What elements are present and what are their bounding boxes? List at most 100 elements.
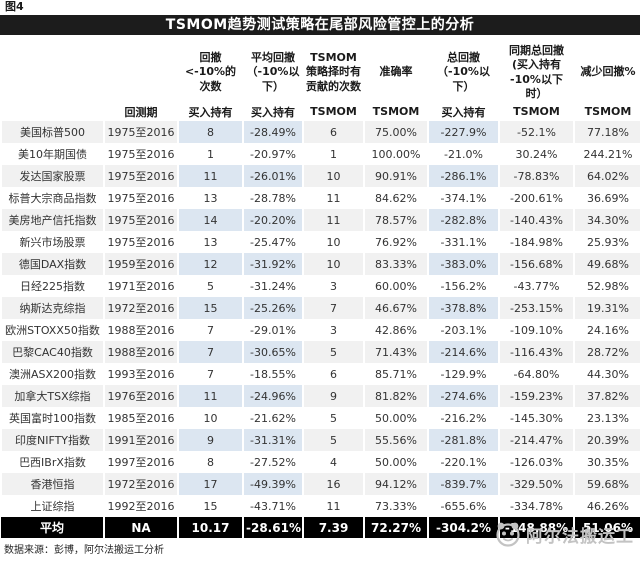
- average-cell-6: -304.2%: [427, 517, 499, 539]
- value-cell: -30.65%: [242, 341, 303, 364]
- value-cell: -655.6%: [427, 495, 499, 518]
- value-cell: 1: [177, 143, 243, 166]
- table-row: 日经225指数 1971至2016 5 -31.24% 3 60.00% -156.2% -4…: [0, 275, 640, 298]
- panda-logo-icon: [495, 521, 521, 547]
- value-cell: -331.1%: [427, 231, 499, 254]
- value-cell: 50.00%: [363, 407, 428, 430]
- asset-name-cell: 美国标普500: [0, 121, 104, 144]
- asset-name-cell: 巴西IBrX指数: [0, 451, 104, 474]
- value-cell: -383.0%: [427, 253, 499, 276]
- value-cell: 1971至2016: [103, 275, 178, 298]
- value-cell: 1975至2016: [103, 165, 178, 188]
- watermark: 阿尔法搬运工: [495, 521, 634, 547]
- value-cell: 1988至2016: [103, 319, 178, 342]
- value-cell: 49.68%: [573, 253, 640, 276]
- value-cell: 1972至2016: [103, 473, 178, 496]
- page-title: TSMOM趋势测试策略在尾部风险管控上的分析: [0, 15, 640, 35]
- asset-name-cell: 澳洲ASX200指数: [0, 363, 104, 386]
- data-source-note: 数据来源：彭博，阿尔法搬运工分析: [4, 545, 164, 557]
- value-cell: 1992至2016: [103, 495, 178, 518]
- value-cell: 7: [302, 297, 364, 320]
- value-cell: -25.26%: [242, 297, 303, 320]
- value-cell: 13: [177, 231, 243, 254]
- value-cell: 17: [177, 473, 243, 496]
- value-cell: 44.30%: [573, 363, 640, 386]
- column-subheader-7: TSMOM: [498, 102, 574, 122]
- value-cell: 6: [302, 363, 364, 386]
- asset-name-cell: 香港恒指: [0, 473, 104, 496]
- value-cell: 75.00%: [363, 121, 428, 144]
- value-cell: -156.68%: [498, 253, 574, 276]
- asset-name-cell: 美房地产信托指数: [0, 209, 104, 232]
- value-cell: -29.01%: [242, 319, 303, 342]
- value-cell: -159.23%: [498, 385, 574, 408]
- value-cell: 23.13%: [573, 407, 640, 430]
- column-header-6: 总回撤（-10%以下）: [427, 43, 499, 103]
- value-cell: 11: [177, 165, 243, 188]
- value-cell: -28.78%: [242, 187, 303, 210]
- value-cell: -21.0%: [427, 143, 499, 166]
- value-cell: 1: [302, 143, 364, 166]
- value-cell: -378.8%: [427, 297, 499, 320]
- tsmom-analysis-table: 回撤<-10%的次数 平均回撤（-10%以下） TSMOM策略择时有贡献的次数 准确率…: [0, 43, 640, 539]
- value-cell: 12: [177, 253, 243, 276]
- value-cell: 1997至2016: [103, 451, 178, 474]
- asset-name-cell: 纳斯达克综指: [0, 297, 104, 320]
- value-cell: -129.9%: [427, 363, 499, 386]
- value-cell: -184.98%: [498, 231, 574, 254]
- value-cell: 14: [177, 209, 243, 232]
- value-cell: -200.61%: [498, 187, 574, 210]
- asset-name-cell: 德国DAX指数: [0, 253, 104, 276]
- value-cell: -28.49%: [242, 121, 303, 144]
- asset-name-cell: 英国富时100指数: [0, 407, 104, 430]
- value-cell: 15: [177, 297, 243, 320]
- value-cell: 244.21%: [573, 143, 640, 166]
- value-cell: 1991至2016: [103, 429, 178, 452]
- value-cell: 83.33%: [363, 253, 428, 276]
- value-cell: 5: [302, 341, 364, 364]
- table-row: 澳洲ASX200指数 1993至2016 7 -18.55% 6 85.71% -129.9…: [0, 363, 640, 386]
- value-cell: 10: [302, 253, 364, 276]
- value-cell: 84.62%: [363, 187, 428, 210]
- column-subheader-4: TSMOM: [302, 102, 364, 122]
- table-row: 英国富时100指数 1985至2016 10 -21.62% 5 50.00% -216.2…: [0, 407, 640, 430]
- value-cell: 1975至2016: [103, 143, 178, 166]
- value-cell: 13: [177, 187, 243, 210]
- value-cell: 36.69%: [573, 187, 640, 210]
- value-cell: 1975至2016: [103, 231, 178, 254]
- value-cell: 7: [177, 341, 243, 364]
- value-cell: -25.47%: [242, 231, 303, 254]
- value-cell: 50.00%: [363, 451, 428, 474]
- asset-name-cell: 发达国家股票: [0, 165, 104, 188]
- value-cell: 1985至2016: [103, 407, 178, 430]
- column-subheader-1: 回测期: [103, 102, 178, 122]
- value-cell: 71.43%: [363, 341, 428, 364]
- value-cell: -282.8%: [427, 209, 499, 232]
- table-row: 香港恒指 1972至2016 17 -49.39% 16 94.12% -839.7% -32…: [0, 473, 640, 496]
- value-cell: 5: [302, 429, 364, 452]
- value-cell: -18.55%: [242, 363, 303, 386]
- table-row: 发达国家股票 1975至2016 11 -26.01% 10 90.91% -286.1% -…: [0, 165, 640, 188]
- column-subheader-5: TSMOM: [363, 102, 428, 122]
- value-cell: 19.31%: [573, 297, 640, 320]
- value-cell: 10: [302, 231, 364, 254]
- value-cell: -78.83%: [498, 165, 574, 188]
- column-group-row: 回撤<-10%的次数 平均回撤（-10%以下） TSMOM策略择时有贡献的次数 准确率…: [0, 43, 640, 103]
- value-cell: -286.1%: [427, 165, 499, 188]
- value-cell: 4: [302, 451, 364, 474]
- value-cell: 7: [177, 363, 243, 386]
- value-cell: 28.72%: [573, 341, 640, 364]
- value-cell: 76.92%: [363, 231, 428, 254]
- value-cell: -145.30%: [498, 407, 574, 430]
- column-header-1: [103, 43, 178, 103]
- value-cell: -214.47%: [498, 429, 574, 452]
- value-cell: 16: [302, 473, 364, 496]
- value-cell: -31.24%: [242, 275, 303, 298]
- table-body: 美国标普500 1975至2016 8 -28.49% 6 75.00% -227.9% -5…: [0, 121, 640, 518]
- value-cell: -274.6%: [427, 385, 499, 408]
- column-header-0: [0, 43, 104, 103]
- value-cell: 1972至2016: [103, 297, 178, 320]
- value-cell: -140.43%: [498, 209, 574, 232]
- value-cell: 1976至2016: [103, 385, 178, 408]
- value-cell: 46.67%: [363, 297, 428, 320]
